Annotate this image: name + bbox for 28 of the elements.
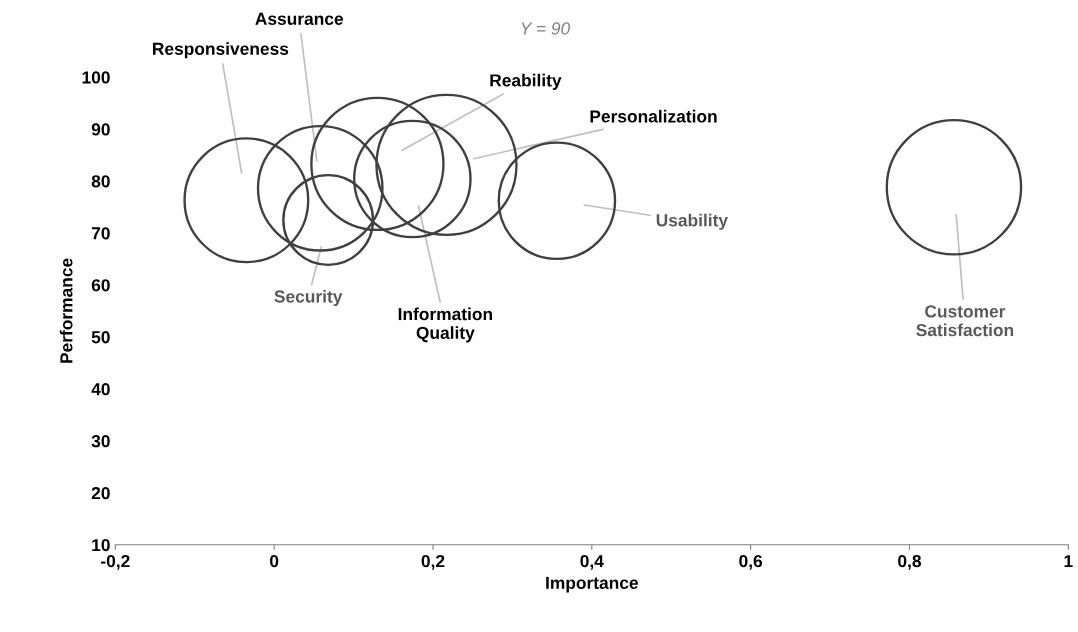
text: Assurance xyxy=(255,12,344,25)
x-tick-label: 0,8 xyxy=(898,554,922,570)
x-tick-label: 1 xyxy=(1064,555,1073,568)
y-axis-title: Performance xyxy=(59,258,73,363)
text: Customer Satisfaction xyxy=(916,305,1014,337)
x-tick-label: 0,4 xyxy=(580,554,604,570)
text: Usability xyxy=(656,213,728,230)
y-tick-label: 60 xyxy=(91,279,110,292)
x-axis-title: Importance xyxy=(546,576,639,593)
series-label: Security xyxy=(274,289,343,307)
y-tick-label: 30 xyxy=(91,435,110,448)
text: Personalization xyxy=(590,109,717,123)
y-tick-label: 90 xyxy=(91,123,110,136)
x-tick-label: 0 xyxy=(270,554,279,568)
y-tick-label: 70 xyxy=(91,227,110,240)
y-tick-label: 10 xyxy=(92,538,110,552)
x-tick-label: 0,6 xyxy=(739,554,763,570)
text: Responsiveness xyxy=(153,42,289,59)
y-tick-label: 50 xyxy=(91,331,110,344)
y-tick-label: 80 xyxy=(91,175,110,188)
y-tick-label: 20 xyxy=(91,486,110,500)
x-tick-label: -0,2 xyxy=(101,554,130,570)
x-tick-label: 0,2 xyxy=(421,554,445,570)
text: Reability xyxy=(490,73,562,90)
text: Y = 90 xyxy=(521,22,571,35)
y-tick-label: 40 xyxy=(91,383,110,396)
y-tick-label: 100 xyxy=(82,71,110,84)
text: Information Quality xyxy=(398,307,493,343)
